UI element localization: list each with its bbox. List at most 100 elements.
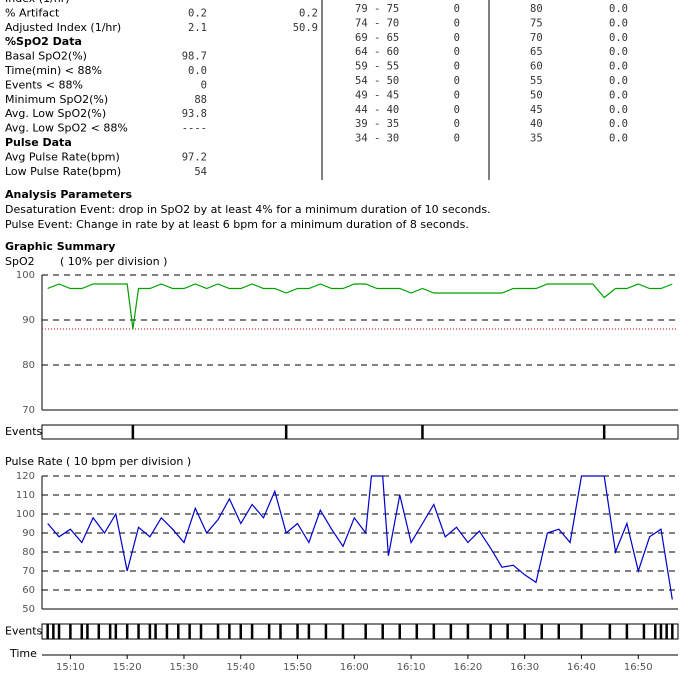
section-heading: %SpO2 Data [5,35,82,48]
range-value: 0.0 [609,104,628,116]
x-tick-label: 15:40 [226,662,255,673]
chart-title: Pulse Rate [5,455,63,468]
y-tick-label: 90 [22,315,35,326]
range-label: 64 - 60 [355,46,399,58]
range-label: 79 - 75 [355,3,399,15]
range-label: 69 - 65 [355,32,399,44]
range-value: 0.0 [609,61,628,73]
row-value: 98.7 [182,51,207,63]
row-value: 0.0 [188,65,207,77]
y-tick-label: 90 [22,528,35,539]
range-value: 0.0 [609,75,628,87]
x-tick-label: 16:50 [624,662,653,673]
y-tick-label: 70 [22,405,35,416]
range-label: 74 - 70 [355,17,399,29]
row-value: 93.8 [182,108,207,120]
x-tick-label: 15:30 [170,662,199,673]
analysis-line: Pulse Event: Change in rate by at least … [5,218,469,231]
range-value: 0 [454,133,460,145]
row-label: Time(min) < 88% [4,64,102,77]
range-value: 0.0 [609,133,628,145]
x-tick-label: 15:10 [56,662,85,673]
x-tick-label: 16:10 [397,662,426,673]
row-label: Basal SpO2(%) [5,50,87,63]
y-tick-label: 80 [22,547,35,558]
section-heading: Graphic Summary [5,240,115,253]
row-value: 50.9 [293,22,318,34]
y-tick-label: 100 [16,270,35,281]
row-value: ---- [182,123,207,135]
range-value: 0 [454,118,460,130]
row-value: 88 [194,94,207,106]
row-label: Avg Pulse Rate(bpm) [5,150,120,163]
range-label: 70 [530,32,543,44]
range-label: 54 - 50 [355,75,399,87]
range-value: 0.0 [609,46,628,58]
y-tick-label: 110 [16,490,35,501]
range-label: 39 - 35 [355,118,399,130]
range-label: 45 [530,104,543,116]
row-value: 97.2 [182,151,207,163]
range-label: 35 [530,133,543,145]
range-value: 0.0 [609,17,628,29]
row-value: 54 [194,166,207,178]
range-value: 0 [454,89,460,101]
y-tick-label: 120 [16,471,35,482]
y-tick-label: 60 [22,585,35,596]
row-label: Low Pulse Rate(bpm) [5,165,121,178]
chart-title: SpO2 [5,255,35,268]
y-tick-label: 70 [22,566,35,577]
range-value: 0 [454,75,460,87]
range-label: 34 - 30 [355,133,399,145]
range-value: 0 [454,32,460,44]
x-tick-label: 15:20 [113,662,142,673]
trace [47,283,673,330]
range-value: 0.0 [609,118,628,130]
chart-subtitle: ( 10% per division ) [60,255,167,268]
section-heading: Analysis Parameters [5,188,133,201]
row-value: 2.1 [188,22,207,34]
row-label: Minimum SpO2(%) [5,93,108,106]
y-tick-label: 80 [22,360,35,371]
events-label: Events [5,425,43,438]
range-label: 50 [530,89,543,101]
row-value: 0.2 [299,7,318,19]
range-value: 0 [454,46,460,58]
range-label: 49 - 45 [355,89,399,101]
trace [47,475,673,600]
x-tick-label: 16:40 [567,662,596,673]
range-label: 40 [530,118,543,130]
row-label: Events < 88% [5,78,83,91]
row-label: Index (1/hr) [5,0,70,5]
range-label: 60 [530,61,543,73]
range-label: 44 - 40 [355,104,399,116]
range-value: 0 [454,61,460,73]
row-label: Adjusted Index (1/hr) [5,21,121,34]
range-value: 0.0 [609,89,628,101]
range-label: 80 [530,3,543,15]
range-label: 75 [530,17,543,29]
range-value: 0 [454,17,460,29]
x-axis-label: Time [9,647,37,660]
events-label: Events [5,625,43,638]
row-label: Avg. Low SpO2 < 88% [5,122,128,135]
x-tick-label: 16:20 [453,662,482,673]
range-label: 65 [530,46,543,58]
row-value: 0 [201,79,207,91]
x-tick-label: 15:50 [283,662,312,673]
row-label: Avg. Low SpO2(%) [5,107,106,120]
row-value: 0.2 [188,7,207,19]
range-value: 0.0 [609,3,628,15]
y-tick-label: 50 [22,604,35,615]
range-value: 0 [454,104,460,116]
range-label: 55 [530,75,543,87]
chart-subtitle: ( 10 bpm per division ) [66,455,191,468]
analysis-line: Desaturation Event: drop in SpO2 by at l… [5,203,491,216]
row-label: % Artifact [5,6,60,19]
section-heading: Pulse Data [5,136,72,149]
range-value: 0 [454,3,460,15]
y-tick-label: 100 [16,509,35,520]
range-label: 59 - 55 [355,61,399,73]
